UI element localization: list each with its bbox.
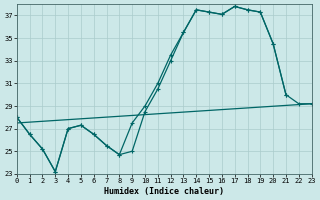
X-axis label: Humidex (Indice chaleur): Humidex (Indice chaleur) xyxy=(104,187,224,196)
